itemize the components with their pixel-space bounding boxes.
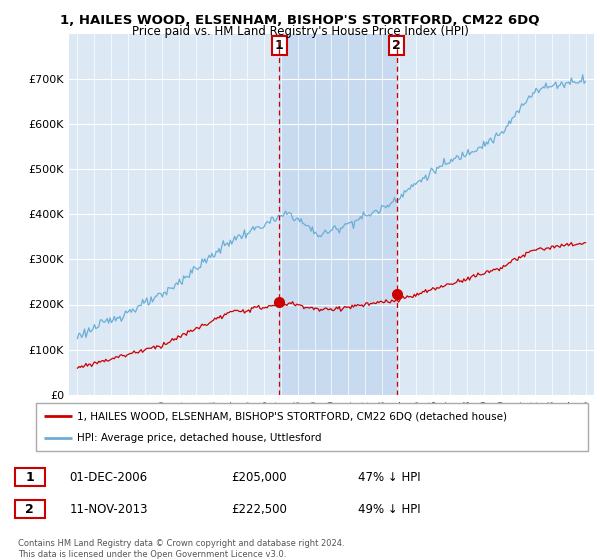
Text: 1: 1 xyxy=(275,39,284,52)
FancyBboxPatch shape xyxy=(15,468,45,486)
Text: 2: 2 xyxy=(392,39,401,52)
Text: 11-NOV-2013: 11-NOV-2013 xyxy=(70,503,148,516)
Text: £205,000: £205,000 xyxy=(231,471,287,484)
Text: £222,500: £222,500 xyxy=(231,503,287,516)
Text: HPI: Average price, detached house, Uttlesford: HPI: Average price, detached house, Uttl… xyxy=(77,433,322,443)
Text: Price paid vs. HM Land Registry's House Price Index (HPI): Price paid vs. HM Land Registry's House … xyxy=(131,25,469,38)
Text: Contains HM Land Registry data © Crown copyright and database right 2024.
This d: Contains HM Land Registry data © Crown c… xyxy=(18,539,344,559)
FancyBboxPatch shape xyxy=(15,501,45,519)
Text: 2: 2 xyxy=(25,503,34,516)
Text: 49% ↓ HPI: 49% ↓ HPI xyxy=(358,503,420,516)
Text: 1: 1 xyxy=(25,471,34,484)
Text: 01-DEC-2006: 01-DEC-2006 xyxy=(70,471,148,484)
Text: 47% ↓ HPI: 47% ↓ HPI xyxy=(358,471,420,484)
Text: 1, HAILES WOOD, ELSENHAM, BISHOP'S STORTFORD, CM22 6DQ (detached house): 1, HAILES WOOD, ELSENHAM, BISHOP'S STORT… xyxy=(77,411,508,421)
Bar xyxy=(279,34,397,395)
Text: 1, HAILES WOOD, ELSENHAM, BISHOP'S STORTFORD, CM22 6DQ: 1, HAILES WOOD, ELSENHAM, BISHOP'S STORT… xyxy=(60,14,540,27)
FancyBboxPatch shape xyxy=(36,403,588,451)
